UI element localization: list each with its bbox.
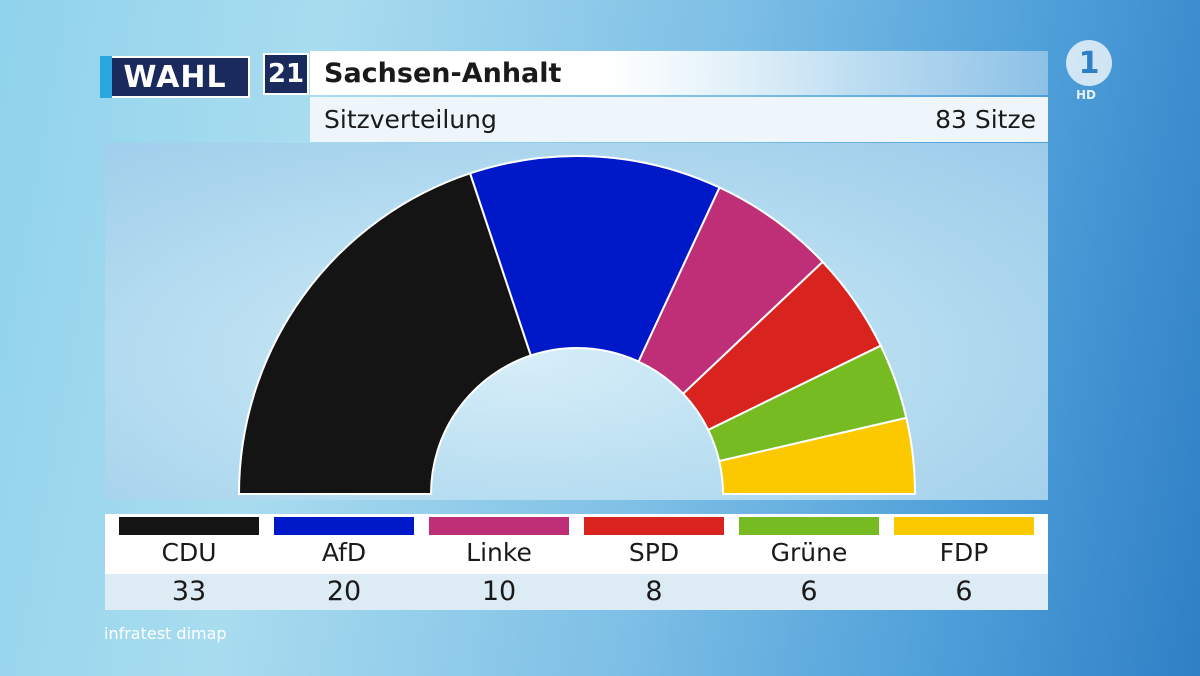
legend-seat-count: 8 (645, 576, 663, 607)
legend-item-afd: AfD 20 (274, 514, 414, 610)
total-seats-label: 83 Sitze (935, 105, 1036, 134)
legend-swatch (274, 517, 414, 535)
legend-seat-count: 20 (326, 576, 362, 607)
page-title: Sachsen-Anhalt (324, 57, 562, 89)
legend: CDU 33 AfD 20 Linke 10 SPD 8 Grüne 6 FDP 6 (105, 514, 1048, 610)
seat-segment-fdp (718, 416, 917, 495)
legend-swatch (894, 517, 1034, 535)
legend-party-name: Linke (466, 538, 532, 567)
wahl-year-text: 21 (267, 59, 305, 89)
legend-party-name: SPD (628, 538, 680, 567)
subtitle-bar: Sitzverteilung 83 Sitze (310, 97, 1048, 142)
legend-values-row (105, 574, 1048, 610)
hd-label: HD (1076, 88, 1097, 102)
title-bar: Sachsen-Anhalt (310, 51, 1048, 95)
legend-seat-count: 10 (481, 576, 517, 607)
source-label: infratest dimap (104, 624, 227, 643)
legend-item-linke: Linke 10 (429, 514, 569, 610)
legend-party-name: CDU (161, 538, 217, 567)
legend-item-spd: SPD 8 (584, 514, 724, 610)
legend-swatch (119, 517, 259, 535)
legend-swatch (429, 517, 569, 535)
seat-segment-cdu (237, 172, 533, 495)
chart-subtitle: Sitzverteilung (324, 105, 497, 134)
legend-swatch (739, 517, 879, 535)
legend-party-name: FDP (939, 538, 989, 567)
wahl-logo: WAHL (100, 56, 250, 98)
channel-logo-icon: 1 (1066, 40, 1112, 86)
legend-swatch (584, 517, 724, 535)
wahl-year-badge: 21 (263, 53, 309, 95)
legend-party-name: Grüne (770, 538, 848, 567)
legend-seat-count: 6 (955, 576, 973, 607)
legend-item-fdp: FDP 6 (894, 514, 1034, 610)
legend-seat-count: 33 (171, 576, 207, 607)
seat-segment-afd (468, 155, 721, 363)
legend-item-cdu: CDU 33 (119, 514, 259, 610)
legend-item-grüne: Grüne 6 (739, 514, 879, 610)
legend-seat-count: 6 (800, 576, 818, 607)
channel-logo-text: 1 (1078, 45, 1100, 81)
wahl-logo-text: WAHL (123, 59, 227, 95)
legend-party-name: AfD (321, 538, 367, 567)
